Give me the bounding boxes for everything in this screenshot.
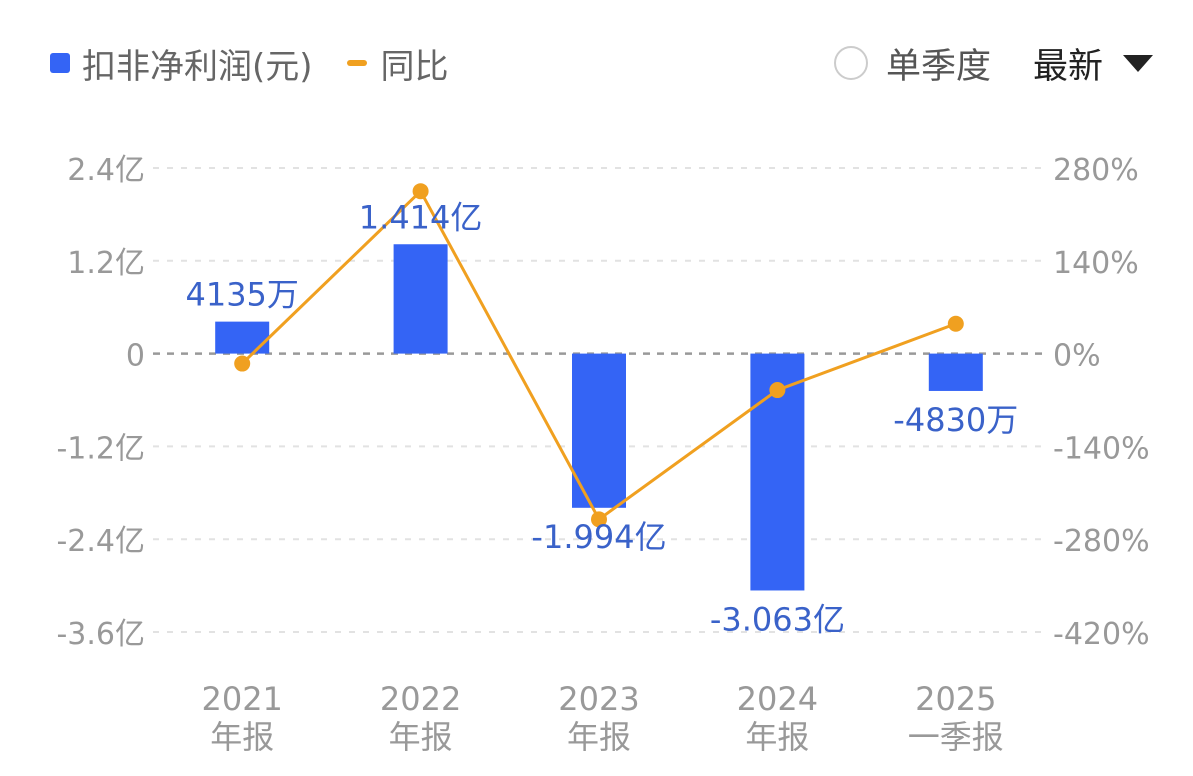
line-swatch-icon (346, 60, 367, 66)
bar-value-labels: 4135万 1.414亿 -1.994亿 -3.063亿 -4830万 (185, 198, 1018, 638)
legend-item-bar[interactable]: 扣非净利润(元) (50, 39, 313, 88)
x-tick-label-year: 2021 (201, 680, 282, 718)
bar-value-label: -3.063亿 (710, 600, 845, 638)
left-axis: 2.4亿 1.2亿 0 -1.2亿 -2.4亿 -3.6亿 (56, 153, 145, 652)
bar (215, 321, 270, 354)
bar (572, 353, 626, 508)
bar (928, 353, 983, 391)
yoy-line-series (234, 183, 964, 528)
caret-down-icon[interactable] (1123, 54, 1153, 72)
legend-line-label: 同比 (380, 46, 449, 87)
right-axis: 280% 140% 0% -140% -280% -420% (1053, 153, 1150, 652)
yoy-point (947, 315, 964, 332)
right-tick-label: 280% (1053, 153, 1139, 188)
bar-value-label: -1.994亿 (531, 518, 666, 556)
x-tick-label-year: 2024 (737, 680, 818, 718)
left-tick-label: 0 (126, 339, 145, 374)
single-quarter-label[interactable]: 单季度 (885, 46, 991, 87)
right-tick-label: 140% (1053, 246, 1139, 281)
x-tick-label-period: 年报 (389, 718, 453, 756)
left-tick-label: -2.4亿 (56, 524, 145, 559)
yoy-point (412, 183, 429, 200)
yoy-point (769, 382, 786, 399)
bar-series (215, 244, 983, 591)
yoy-point (591, 511, 607, 528)
x-tick-label-period: 年报 (567, 718, 631, 756)
left-tick-label: -1.2亿 (56, 431, 145, 466)
x-tick-label-year: 2023 (558, 680, 639, 718)
right-tick-label: -280% (1053, 524, 1150, 559)
left-tick-label: 1.2亿 (67, 246, 145, 281)
bar-swatch-icon (50, 53, 70, 73)
chart-controls: 单季度 最新 (833, 38, 1153, 88)
x-tick-label-period: 一季报 (908, 718, 1004, 756)
legend-item-line[interactable]: 同比 (346, 39, 449, 88)
grid-lines (153, 167, 1045, 633)
legend-bar-label: 扣非净利润(元) (82, 46, 313, 87)
single-quarter-radio[interactable] (833, 46, 868, 80)
x-tick-label-year: 2022 (380, 680, 461, 718)
bar-value-label: -4830万 (893, 401, 1018, 439)
bar (393, 244, 448, 354)
legend: 扣非净利润(元) 同比 (50, 38, 483, 88)
bar-value-label: 1.414亿 (359, 198, 483, 236)
latest-dropdown-label[interactable]: 最新 (1032, 46, 1103, 87)
x-tick-label-period: 年报 (745, 718, 809, 756)
yoy-point (234, 355, 251, 372)
left-tick-label: -3.6亿 (56, 617, 145, 652)
x-tick-label-period: 年报 (210, 718, 274, 756)
x-tick-label-year: 2025 (915, 680, 996, 718)
right-tick-label: 0% (1053, 339, 1101, 374)
bar-value-label: 4135万 (185, 276, 298, 314)
right-tick-label: -420% (1053, 617, 1150, 652)
left-tick-label: 2.4亿 (67, 153, 145, 188)
right-tick-label: -140% (1053, 431, 1150, 466)
